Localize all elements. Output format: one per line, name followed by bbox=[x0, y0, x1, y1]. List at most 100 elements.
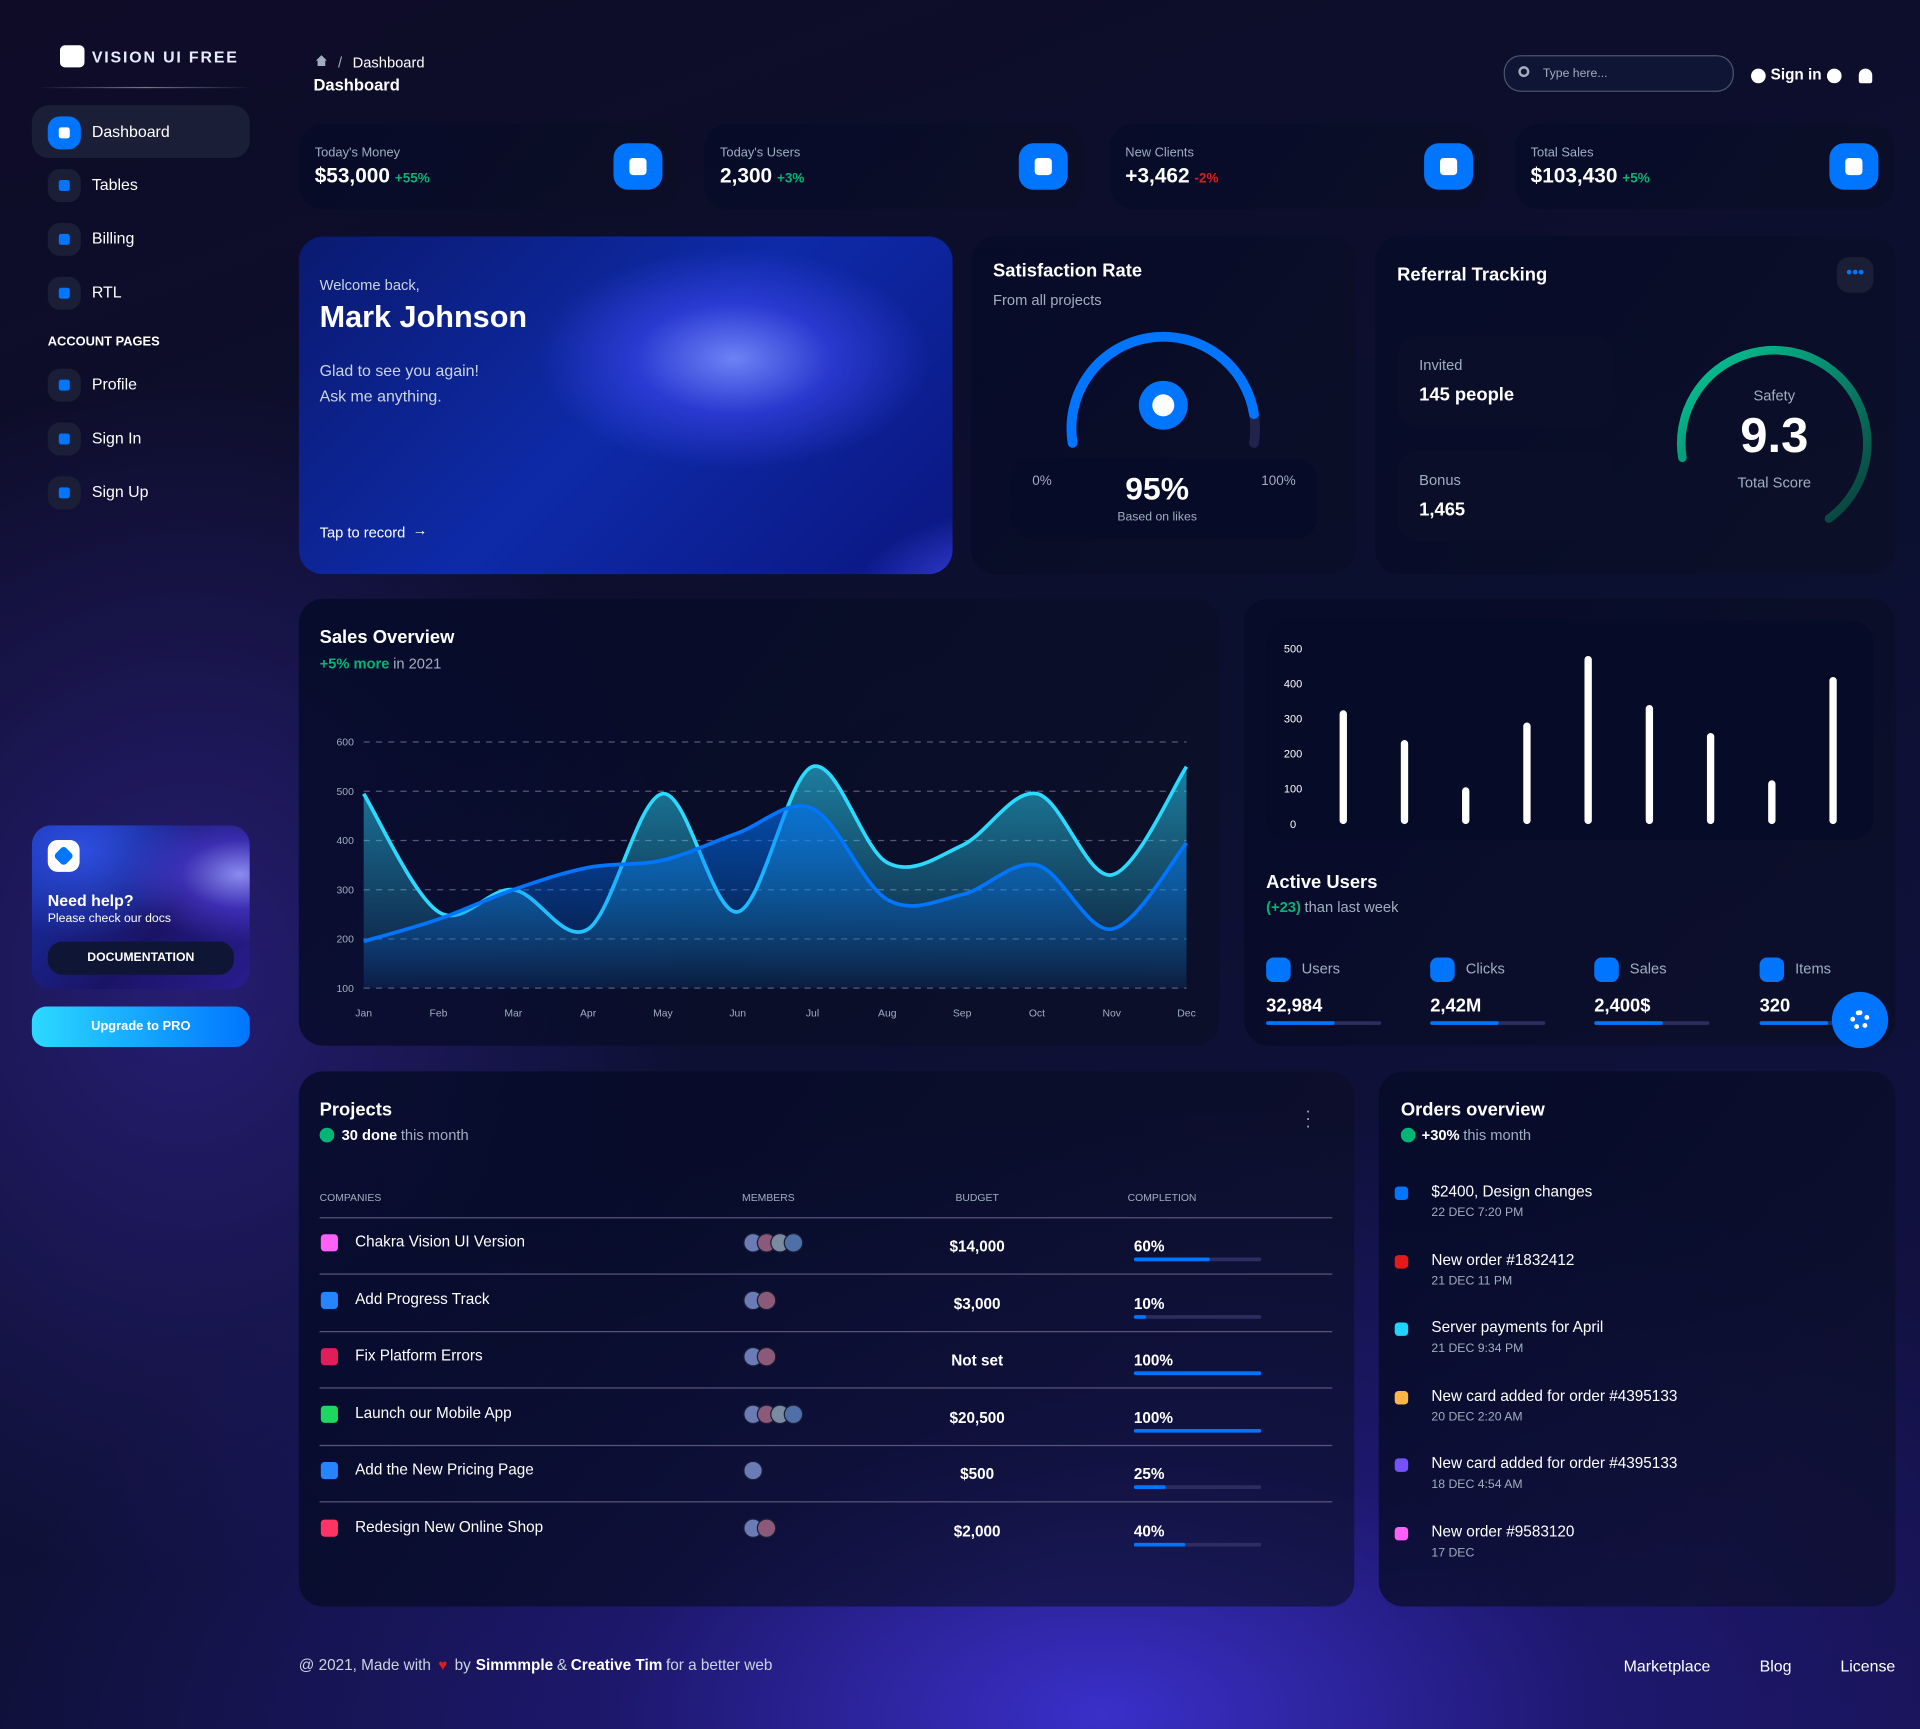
footer-link[interactable]: License bbox=[1840, 1656, 1896, 1676]
brand-name: VISION UI FREE bbox=[91, 47, 239, 67]
completion-bar bbox=[1133, 1428, 1262, 1433]
completion-label: 40% bbox=[1133, 1523, 1165, 1541]
sign-in[interactable]: Sign in bbox=[1770, 66, 1822, 84]
nav-glyph bbox=[58, 487, 70, 499]
footer-author[interactable]: Creative Tim bbox=[570, 1656, 663, 1674]
member-avatar bbox=[756, 1290, 777, 1310]
welcome-greeting: Welcome back, bbox=[319, 276, 420, 294]
help-text: Please check our docs bbox=[47, 912, 171, 926]
check-icon bbox=[1400, 1127, 1416, 1143]
order-icon bbox=[1394, 1254, 1409, 1268]
company-name: Launch our Mobile App bbox=[355, 1404, 512, 1422]
stat-label: Total Sales bbox=[1530, 145, 1594, 161]
user-icon bbox=[1751, 68, 1766, 84]
stat-icon bbox=[1266, 957, 1291, 983]
page-title: Dashboard bbox=[313, 75, 400, 95]
budget: $2,000 bbox=[953, 1523, 1001, 1541]
active-stat-value: 2,42M bbox=[1430, 995, 1482, 1017]
nav-item[interactable]: Billing bbox=[91, 228, 135, 248]
bonus-label: Bonus bbox=[1419, 471, 1461, 489]
budget: $14,000 bbox=[949, 1237, 1005, 1256]
card-title: Sales Overview bbox=[319, 626, 455, 648]
nav-glyph bbox=[58, 433, 70, 445]
footer-and: & bbox=[556, 1656, 568, 1674]
stat-change: +55% bbox=[394, 171, 430, 187]
score-caption: Total Score bbox=[1737, 473, 1812, 492]
gauge-caption: Based on likes bbox=[1117, 510, 1197, 525]
footer-by: by bbox=[454, 1656, 471, 1674]
footer-link[interactable]: Marketplace bbox=[1623, 1656, 1711, 1676]
nav-item[interactable]: Sign In bbox=[91, 428, 142, 447]
bonus-value: 1,465 bbox=[1419, 499, 1466, 521]
order-title: New order #9583120 bbox=[1431, 1522, 1575, 1540]
order-title: New card added for order #4395133 bbox=[1431, 1454, 1678, 1472]
subtitle-highlight: +5% more bbox=[319, 655, 390, 673]
company-name: Redesign New Online Shop bbox=[355, 1518, 544, 1536]
member-avatar bbox=[756, 1347, 777, 1367]
row-divider bbox=[319, 1273, 1333, 1275]
upgrade-button[interactable]: Upgrade to PRO bbox=[31, 1006, 250, 1047]
completion-label: 25% bbox=[1133, 1466, 1165, 1484]
card bbox=[1244, 598, 1896, 1046]
column-header: BUDGET bbox=[955, 1191, 999, 1204]
stat-change: +3% bbox=[776, 171, 805, 187]
card bbox=[298, 1071, 1355, 1607]
footer-credit: @ 2021, Made with ♥ by Simmmple & Creative Ti… bbox=[299, 1657, 773, 1674]
completion-label: 10% bbox=[1133, 1295, 1165, 1313]
stat-value: 2,300 bbox=[720, 164, 773, 188]
company-icon bbox=[320, 1405, 338, 1423]
order-date: 17 DEC bbox=[1431, 1545, 1475, 1560]
stat-icon bbox=[1759, 957, 1785, 983]
welcome-action[interactable]: Tap to record bbox=[319, 524, 406, 542]
stat-glyph bbox=[1034, 157, 1052, 176]
projects-subtitle: 30 done this month bbox=[342, 1127, 469, 1144]
nav-item[interactable]: Profile bbox=[91, 374, 137, 394]
nav-glyph bbox=[58, 379, 70, 391]
brand-divider bbox=[36, 86, 253, 89]
member-avatar bbox=[743, 1461, 763, 1481]
nav-glyph bbox=[58, 287, 70, 299]
footer-rest: for a better web bbox=[665, 1656, 773, 1674]
order-date: 21 DEC 9:34 PM bbox=[1431, 1342, 1524, 1356]
nav-item[interactable]: RTL bbox=[91, 282, 122, 302]
progress-fill bbox=[1759, 1021, 1829, 1025]
progress-fill bbox=[1266, 1021, 1335, 1025]
search-icon bbox=[1518, 66, 1530, 78]
row-divider bbox=[319, 1444, 1333, 1446]
nav-item[interactable]: Tables bbox=[91, 175, 138, 194]
bonus-panel bbox=[1397, 449, 1616, 542]
arrow-icon: → bbox=[412, 521, 428, 539]
stat-glyph bbox=[1845, 157, 1863, 176]
order-icon bbox=[1394, 1458, 1409, 1472]
footer-link[interactable]: Blog bbox=[1759, 1656, 1792, 1676]
documentation-button[interactable]: DOCUMENTATION bbox=[47, 941, 234, 975]
search-placeholder[interactable]: Type here... bbox=[1542, 67, 1608, 81]
card-title: Active Users bbox=[1266, 871, 1378, 893]
order-icon bbox=[1394, 1186, 1409, 1200]
budget: Not set bbox=[951, 1352, 1004, 1370]
nav-item[interactable]: Sign Up bbox=[91, 482, 149, 501]
invited-label: Invited bbox=[1419, 356, 1463, 374]
active-stat-value: 320 bbox=[1759, 995, 1791, 1017]
progress-fill bbox=[1594, 1021, 1663, 1025]
invited-panel bbox=[1397, 335, 1616, 428]
row-divider bbox=[319, 1330, 1333, 1332]
subtitle-text: than last week bbox=[1304, 898, 1399, 916]
company-name: Add the New Pricing Page bbox=[355, 1461, 534, 1479]
column-header: COMPLETION bbox=[1127, 1191, 1197, 1204]
card-subtitle: From all projects bbox=[993, 291, 1102, 309]
stat-label: Today's Users bbox=[720, 145, 801, 161]
completion-track bbox=[1133, 1314, 1262, 1319]
stat-row: +3,462 -2% bbox=[1125, 164, 1218, 188]
footer-author[interactable]: Simmmple bbox=[475, 1656, 554, 1674]
card-title: Satisfaction Rate bbox=[993, 260, 1143, 282]
nav-item[interactable]: Dashboard bbox=[91, 122, 170, 141]
stat-row: $53,000 +55% bbox=[315, 164, 430, 188]
company-icon bbox=[320, 1348, 338, 1366]
order-icon bbox=[1394, 1390, 1409, 1404]
stat-value: +3,462 bbox=[1125, 164, 1190, 188]
completion-track bbox=[1133, 1542, 1262, 1547]
completion-bar bbox=[1133, 1257, 1211, 1262]
invited-value: 145 people bbox=[1419, 384, 1515, 406]
